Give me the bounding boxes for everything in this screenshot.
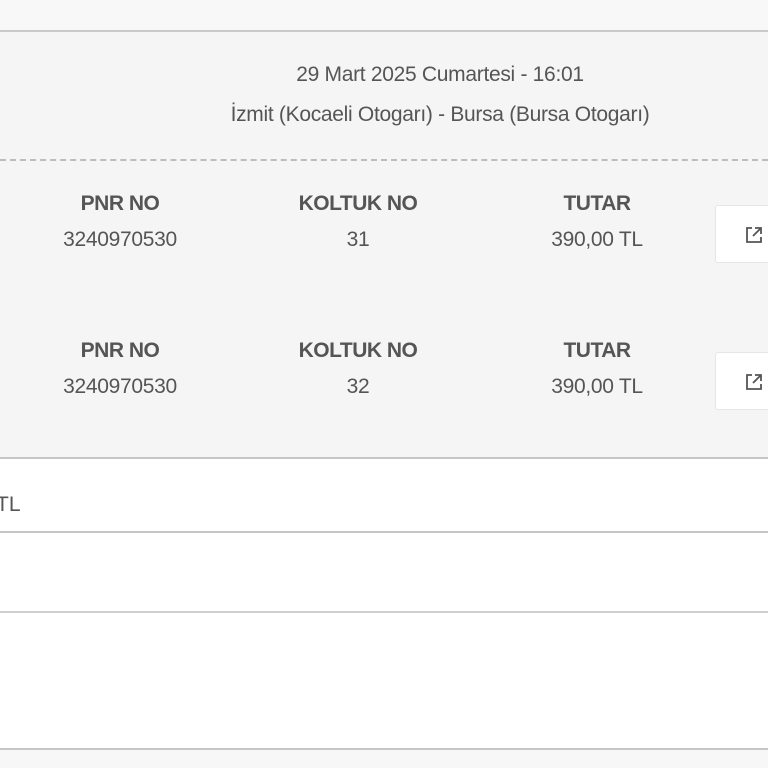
empty-section — [0, 533, 768, 613]
pnr-value: 3240970530 — [63, 375, 177, 398]
trip-route: İzmit (Kocaeli Otogarı) - Bursa (Bursa O… — [230, 103, 650, 126]
seat-column: KOLTUK NO 31 — [238, 192, 478, 252]
pnr-column: PNR NO 3240970530 — [0, 339, 240, 399]
divider — [0, 159, 768, 161]
ticket-card: 29 Mart 2025 Cumartesi - 16:01 İzmit (Ko… — [0, 32, 768, 459]
trip-date-time: 29 Mart 2025 Cumartesi - 16:01 — [296, 63, 584, 86]
empty-section — [0, 613, 768, 750]
total-section: TL — [0, 459, 768, 533]
external-link-icon — [746, 374, 762, 390]
total-amount: TL — [0, 493, 21, 516]
pnr-value: 3240970530 — [63, 228, 177, 251]
top-bar — [0, 0, 768, 32]
amount-value: 390,00 TL — [551, 375, 643, 398]
seat-value: 32 — [346, 375, 370, 398]
pnr-label: PNR NO — [80, 192, 160, 215]
pnr-label: PNR NO — [80, 339, 160, 362]
seat-value: 31 — [346, 228, 370, 251]
open-ticket-button[interactable] — [715, 352, 768, 410]
seat-label: KOLTUK NO — [298, 192, 418, 215]
pnr-column: PNR NO 3240970530 — [0, 192, 240, 252]
amount-column: TUTAR 390,00 TL — [477, 339, 717, 399]
ticket-row: PNR NO 3240970530 KOLTUK NO 31 TUTAR 390… — [0, 192, 768, 272]
amount-column: TUTAR 390,00 TL — [477, 192, 717, 252]
seat-column: KOLTUK NO 32 — [238, 339, 478, 399]
open-ticket-button[interactable] — [715, 205, 768, 263]
external-link-icon — [746, 227, 762, 243]
amount-label: TUTAR — [563, 192, 631, 215]
ticket-row: PNR NO 3240970530 KOLTUK NO 32 TUTAR 390… — [0, 339, 768, 419]
seat-label: KOLTUK NO — [298, 339, 418, 362]
amount-value: 390,00 TL — [551, 228, 643, 251]
amount-label: TUTAR — [563, 339, 631, 362]
